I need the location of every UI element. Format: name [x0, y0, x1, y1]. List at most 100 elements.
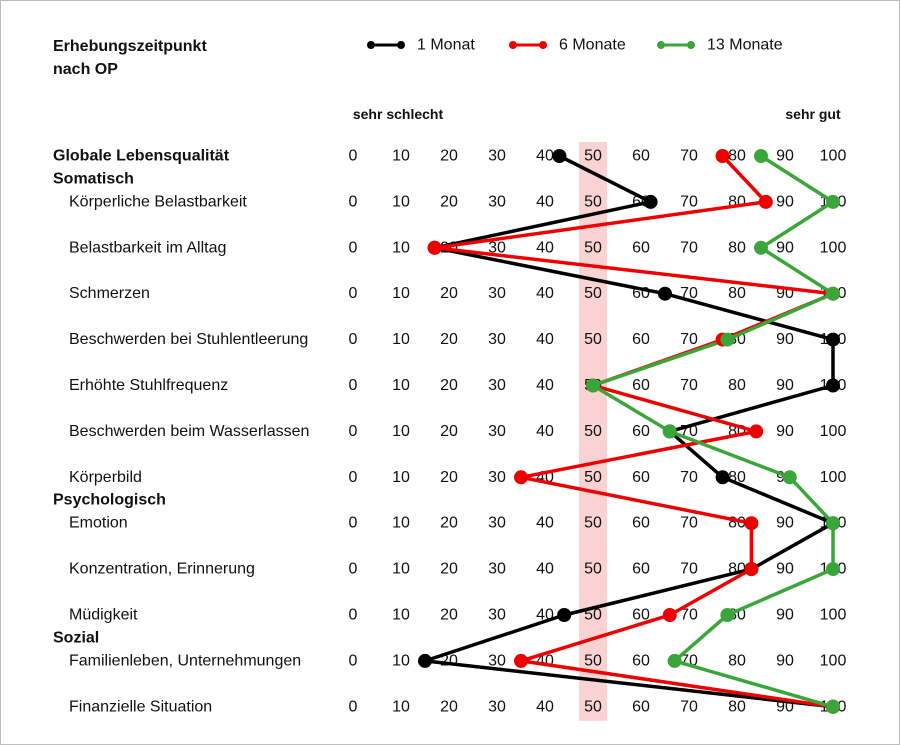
tick-label: 40: [536, 423, 554, 440]
tick-label: 0: [349, 607, 358, 624]
row-label: Müdigkeit: [69, 607, 138, 624]
tick-label: 50: [584, 698, 602, 715]
series-2-point: [514, 470, 528, 485]
row-label: Erhöhte Stuhlfrequenz: [69, 377, 228, 394]
tick-label: 30: [488, 285, 506, 302]
series-line-1: [423, 154, 835, 709]
series-1-point: [658, 286, 672, 301]
tick-label: 100: [820, 469, 847, 486]
tick-label: 20: [440, 148, 458, 165]
series-3-point: [826, 194, 840, 209]
tick-label: 40: [536, 239, 554, 256]
tick-label: 0: [349, 515, 358, 532]
tick-label: 10: [392, 515, 410, 532]
tick-label: 40: [536, 561, 554, 578]
series-2-point: [744, 562, 759, 577]
tick-label: 90: [776, 377, 794, 394]
tick-label: 40: [536, 698, 554, 715]
tick-label: 30: [488, 377, 506, 394]
tick-label: 60: [632, 331, 650, 348]
tick-label: 50: [584, 285, 602, 302]
series-2-point: [427, 240, 442, 255]
tick-label: 60: [632, 607, 650, 624]
tick-label: 0: [349, 652, 358, 669]
tick-label: 70: [680, 469, 698, 486]
tick-label: 40: [536, 515, 554, 532]
tick-label: 100: [820, 607, 847, 624]
tick-label: 50: [584, 515, 602, 532]
series-3-point: [667, 653, 682, 668]
tick-label: 0: [349, 193, 358, 210]
tick-label: 60: [632, 148, 650, 165]
tick-label: 20: [440, 193, 458, 210]
tick-label: 70: [680, 377, 698, 394]
tick-label: 0: [349, 285, 358, 302]
group-header: Somatisch: [53, 170, 134, 187]
tick-label: 0: [349, 377, 358, 394]
tick-label: 40: [536, 285, 554, 302]
row-label: Finanzielle Situation: [69, 698, 212, 715]
tick-label: 80: [728, 239, 746, 256]
tick-label: 40: [536, 331, 554, 348]
tick-label: 20: [440, 423, 458, 440]
row-label: Konzentration, Erinnerung: [69, 561, 255, 578]
series-3-point: [826, 699, 840, 714]
series-3-point: [754, 240, 768, 255]
tick-label: 30: [488, 515, 506, 532]
tick-label: 70: [680, 148, 698, 165]
tick-label: 60: [632, 652, 650, 669]
left-end-label: sehr schlecht: [353, 106, 444, 122]
tick-label: 20: [440, 698, 458, 715]
tick-label: 0: [349, 423, 358, 440]
legend: 1 Monat 6 Monate 13 Monate: [367, 37, 783, 54]
tick-label: 40: [536, 148, 554, 165]
group-header: Psychologisch: [53, 492, 166, 509]
tick-label: 20: [440, 607, 458, 624]
tick-label: 10: [392, 698, 410, 715]
row-label: Schmerzen: [69, 285, 150, 302]
tick-label: 20: [440, 331, 458, 348]
tick-label: 50: [584, 148, 602, 165]
tick-label: 10: [392, 652, 410, 669]
tick-label: 80: [728, 148, 746, 165]
tick-label: 50: [584, 331, 602, 348]
tick-label: 90: [776, 607, 794, 624]
tick-label: 70: [680, 239, 698, 256]
tick-label: 10: [392, 193, 410, 210]
tick-label: 30: [488, 561, 506, 578]
tick-label: 0: [349, 469, 358, 486]
tick-label: 80: [728, 698, 746, 715]
tick-label: 70: [680, 607, 698, 624]
tick-label: 70: [680, 698, 698, 715]
legend-marker: [657, 41, 665, 49]
tick-label: 90: [776, 652, 794, 669]
legend-marker: [687, 41, 695, 49]
legend-label-2: 6 Monate: [559, 37, 626, 54]
tick-label: 10: [392, 469, 410, 486]
tick-label: 90: [776, 423, 794, 440]
tick-label: 20: [440, 377, 458, 394]
tick-label: 40: [536, 377, 554, 394]
row-labels: Globale Lebensqualität Körperliche Belast…: [53, 148, 309, 716]
tick-label: 100: [820, 148, 847, 165]
tick-label: 60: [632, 377, 650, 394]
row-label: Emotion: [69, 515, 128, 532]
tick-label: 20: [440, 469, 458, 486]
tick-label: 0: [349, 561, 358, 578]
series-2-point: [758, 194, 773, 209]
legend-marker: [367, 41, 375, 49]
group-header: Sozial: [53, 629, 99, 646]
tick-label: 10: [392, 423, 410, 440]
tick-label: 80: [728, 285, 746, 302]
series-3-point: [826, 562, 840, 577]
tick-label: 30: [488, 469, 506, 486]
tick-label: 50: [584, 561, 602, 578]
tick-label: 20: [440, 285, 458, 302]
tick-label: 0: [349, 331, 358, 348]
tick-label: 50: [584, 423, 602, 440]
tick-label: 10: [392, 561, 410, 578]
row-label: Körperbild: [69, 469, 142, 486]
series-2-point: [749, 424, 764, 439]
